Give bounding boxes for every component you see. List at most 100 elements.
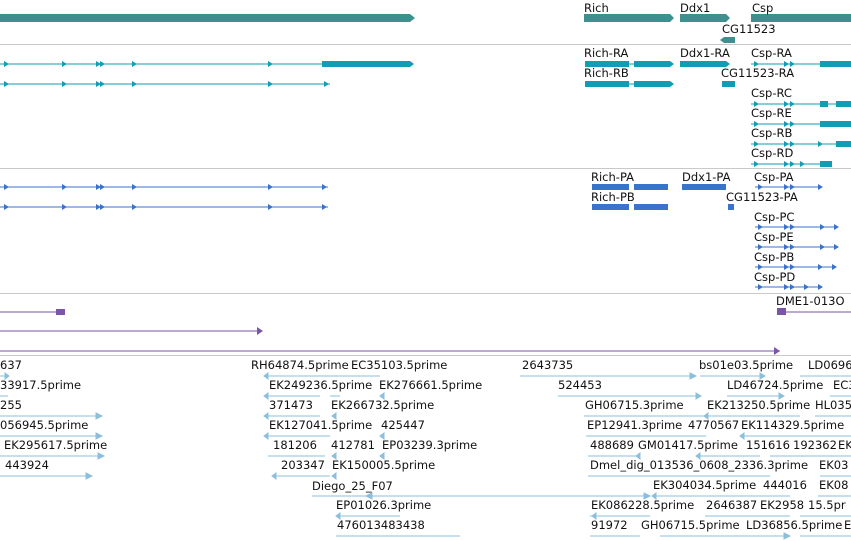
est-label[interactable]: RH64874.5prime xyxy=(251,358,349,372)
transcript-exon[interactable] xyxy=(820,161,832,167)
est-label[interactable]: 443924 xyxy=(5,458,49,472)
est-label[interactable]: GM01417.5prime xyxy=(638,438,738,452)
transcript-exon[interactable] xyxy=(820,121,851,127)
other-feature-block[interactable] xyxy=(56,309,65,315)
transcript-label[interactable]: CG11523-RA xyxy=(721,66,795,80)
est-label[interactable]: EK150005.5prime xyxy=(332,458,436,472)
est-label[interactable]: 488689 xyxy=(590,438,634,452)
gene-glyph[interactable] xyxy=(0,14,410,22)
est-label[interactable]: EK xyxy=(844,518,851,532)
est-label[interactable]: 151616 xyxy=(746,438,790,452)
est-label[interactable]: 412781 xyxy=(331,438,375,452)
transcript-exon[interactable] xyxy=(680,61,726,67)
protein-exon[interactable] xyxy=(592,184,629,190)
transcript-exon[interactable] xyxy=(585,61,629,67)
est-label[interactable]: 425447 xyxy=(381,418,425,432)
other-feature-label[interactable]: DME1-013O xyxy=(776,294,845,308)
est-label[interactable]: EK114329.5prime xyxy=(741,418,845,432)
transcript-exon[interactable] xyxy=(820,61,851,67)
est-label[interactable]: 4770567 xyxy=(688,418,740,432)
gene-glyph-ddx1[interactable] xyxy=(680,14,726,22)
est-label[interactable]: Dmel_dig_013536_0608_2336.3prime xyxy=(590,458,809,472)
est-label[interactable]: LD46724.5prime xyxy=(727,378,824,392)
est-label[interactable]: EK276661.5prime xyxy=(379,378,483,392)
transcript-label[interactable]: Csp-RB xyxy=(751,126,793,140)
est-label[interactable]: 476013483438 xyxy=(337,518,425,532)
est-label[interactable]: EC3 xyxy=(833,378,851,392)
est-label[interactable]: EK295617.5prime xyxy=(4,438,108,452)
est-label[interactable]: EK266732.5prime xyxy=(331,398,435,412)
est-label[interactable]: 444016 xyxy=(763,478,807,492)
est-label[interactable]: 2646387 xyxy=(706,498,758,512)
other-feature-block[interactable] xyxy=(777,308,786,315)
est-label[interactable]: 637 xyxy=(0,358,22,372)
protein-exon[interactable] xyxy=(634,204,668,210)
est-label[interactable]: EP03239.3prime xyxy=(382,438,478,452)
protein-exon[interactable] xyxy=(592,204,629,210)
est-label[interactable]: EK03 xyxy=(819,458,849,472)
transcript-exon[interactable] xyxy=(836,101,851,107)
transcript-exon[interactable] xyxy=(722,81,735,87)
est-label[interactable]: 15.5pr xyxy=(808,498,846,512)
est-label[interactable]: EK08 xyxy=(819,478,849,492)
est-label[interactable]: EK304034.5prime xyxy=(653,478,757,492)
protein-label[interactable]: CG11523-PA xyxy=(726,190,798,204)
gene-label-ddx1[interactable]: Ddx1 xyxy=(680,1,711,15)
gene-glyph-csp[interactable] xyxy=(751,14,851,22)
gene-label-rich[interactable]: Rich xyxy=(584,1,609,15)
protein-exon[interactable] xyxy=(682,184,726,190)
est-label[interactable]: EP01026.3prime xyxy=(336,498,432,512)
est-label[interactable]: LD36856.5prime xyxy=(746,518,843,532)
protein-label[interactable]: Csp-PB xyxy=(754,250,795,264)
gene-glyph-cg11523[interactable] xyxy=(724,37,735,43)
transcript-label[interactable]: Csp-RE xyxy=(751,106,792,120)
est-label[interactable]: EK2958 xyxy=(760,498,805,512)
protein-label[interactable]: Rich-PB xyxy=(591,190,635,204)
transcript-label[interactable]: Rich-RB xyxy=(584,66,629,80)
est-label[interactable]: 255 xyxy=(0,398,22,412)
est-label[interactable]: 524453 xyxy=(558,378,602,392)
transcript-label[interactable]: Csp-RC xyxy=(751,86,792,100)
est-label[interactable]: Diego_25_F07 xyxy=(312,479,393,493)
est-label[interactable]: LD0696 xyxy=(808,358,851,372)
transcript-label[interactable]: Rich-RA xyxy=(584,46,629,60)
transcript-label[interactable]: Csp-RA xyxy=(751,46,792,60)
gene-glyph-rich[interactable] xyxy=(584,14,670,22)
est-label[interactable]: 181206 xyxy=(273,438,317,452)
est-label[interactable]: 056945.5prime xyxy=(0,418,89,432)
est-label[interactable]: EK213250.5prime xyxy=(707,398,811,412)
protein-exon[interactable] xyxy=(728,204,734,210)
transcript-label[interactable]: Ddx1-RA xyxy=(680,46,730,60)
est-label[interactable]: EP12941.3prime xyxy=(587,418,683,432)
est-label[interactable]: HL035 xyxy=(815,398,851,412)
est-label[interactable]: 2643735 xyxy=(522,358,574,372)
est-label[interactable]: 91972 xyxy=(591,518,628,532)
est-label[interactable]: GH06715.3prime xyxy=(585,398,684,412)
transcript-exon[interactable] xyxy=(820,101,828,107)
est-label[interactable]: 33917.5prime xyxy=(0,378,82,392)
transcript-label[interactable]: Csp-RD xyxy=(751,146,794,160)
gene-label-csp[interactable]: Csp xyxy=(752,1,774,15)
protein-label[interactable]: Csp-PD xyxy=(754,270,796,284)
est-label[interactable]: 203347 xyxy=(281,458,325,472)
est-label[interactable]: EK xyxy=(838,438,851,452)
protein-label[interactable]: Ddx1-PA xyxy=(682,170,731,184)
protein-label[interactable]: Csp-PE xyxy=(754,230,794,244)
est-label[interactable]: 371473 xyxy=(269,398,313,412)
gene-label-cg11523[interactable]: CG11523 xyxy=(722,22,776,36)
protein-exon[interactable] xyxy=(634,184,668,190)
est-label[interactable]: EK249236.5prime xyxy=(269,378,373,392)
est-label[interactable]: EK127041.5prime xyxy=(269,418,373,432)
est-label[interactable]: EC35103.5prime xyxy=(351,358,448,372)
est-label[interactable]: EK086228.5prime xyxy=(591,498,695,512)
protein-label[interactable]: Csp-PC xyxy=(754,210,795,224)
transcript-exon[interactable] xyxy=(634,61,670,67)
est-label[interactable]: GH06715.5prime xyxy=(641,518,740,532)
est-label[interactable]: bs01e03.5prime xyxy=(699,358,794,372)
transcript-exon[interactable] xyxy=(585,81,629,87)
transcript-exon[interactable] xyxy=(322,61,410,67)
protein-label[interactable]: Csp-PA xyxy=(754,170,794,184)
est-label[interactable]: 192362 xyxy=(793,438,837,452)
protein-label[interactable]: Rich-PA xyxy=(591,170,635,184)
transcript-exon[interactable] xyxy=(634,81,670,87)
